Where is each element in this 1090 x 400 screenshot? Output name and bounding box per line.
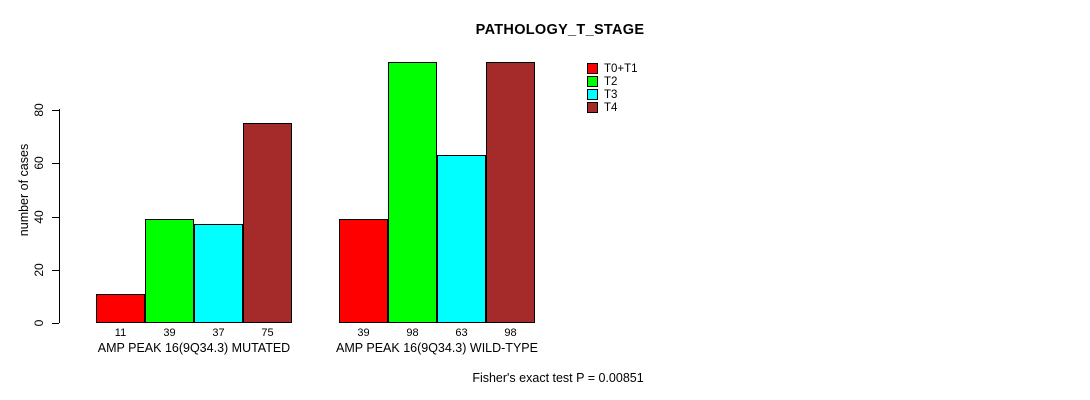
legend-item: T3 (587, 88, 618, 101)
bar-t4 (486, 62, 535, 323)
y-tick-label: 20 (32, 263, 46, 277)
y-axis-line (59, 109, 60, 323)
category-label: AMP PEAK 16(9Q34.3) WILD-TYPE (336, 341, 538, 355)
bar-value-label: 98 (406, 327, 419, 339)
y-tick-label: 60 (32, 156, 46, 170)
legend-swatch (587, 89, 598, 100)
y-tick-mark (52, 323, 59, 324)
bar-t4 (243, 123, 292, 323)
y-tick-label: 40 (32, 210, 46, 224)
bar-t2 (145, 219, 194, 323)
bar-t3 (194, 224, 243, 323)
bar-value-label: 63 (455, 327, 468, 339)
y-tick-mark (52, 270, 59, 271)
y-tick-mark (52, 217, 59, 218)
legend-label: T4 (604, 101, 618, 114)
legend-swatch (587, 102, 598, 113)
bar-value-label: 75 (261, 327, 274, 339)
chart-title: PATHOLOGY_T_STAGE (475, 22, 645, 38)
legend-swatch (587, 63, 598, 74)
bar-value-label: 98 (504, 327, 517, 339)
y-axis-label: number of cases (17, 143, 31, 237)
legend-item: T2 (587, 75, 618, 88)
category-label: AMP PEAK 16(9Q34.3) MUTATED (97, 341, 291, 355)
bar-value-label: 39 (163, 327, 176, 339)
stat-test-annotation: Fisher's exact test P = 0.00851 (472, 371, 644, 385)
bar-t0-t1 (339, 219, 388, 323)
legend-label: T0+T1 (604, 62, 638, 75)
y-tick-mark (52, 110, 59, 111)
legend-label: T2 (604, 75, 618, 88)
bar-value-label: 39 (357, 327, 370, 339)
legend-swatch (587, 76, 598, 87)
bar-value-label: 11 (114, 327, 127, 339)
legend-label: T3 (604, 88, 618, 101)
legend-item: T0+T1 (587, 62, 638, 75)
bar-t2 (388, 62, 437, 323)
bar-t3 (437, 155, 486, 323)
legend-item: T4 (587, 101, 618, 114)
bar-t0-t1 (96, 294, 145, 323)
y-tick-label: 80 (32, 103, 46, 117)
bar-value-label: 37 (212, 327, 225, 339)
y-tick-mark (52, 163, 59, 164)
y-tick-label: 0 (32, 319, 46, 327)
